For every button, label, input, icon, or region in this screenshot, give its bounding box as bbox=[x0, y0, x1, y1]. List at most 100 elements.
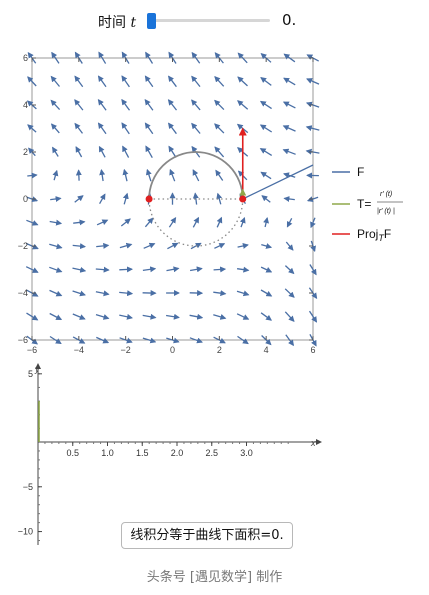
field-arrow bbox=[217, 218, 221, 228]
field-arrow bbox=[193, 218, 198, 228]
field-arrow bbox=[101, 170, 103, 181]
field-arrow bbox=[49, 244, 61, 247]
field-arrow bbox=[285, 266, 293, 274]
legend-tangent-denominator: |r′ (t) | bbox=[377, 208, 395, 215]
y-tick-label: 6 bbox=[23, 53, 28, 63]
field-arrow bbox=[145, 76, 152, 87]
field-arrow bbox=[100, 194, 105, 203]
field-arrow bbox=[73, 291, 85, 295]
field-arrow bbox=[261, 125, 272, 132]
field-arrow bbox=[166, 316, 179, 318]
field-arrow bbox=[284, 102, 296, 108]
field-overlays bbox=[146, 129, 313, 247]
x-tick-label: 2.0 bbox=[171, 448, 184, 458]
x-tick-label: 0 bbox=[170, 345, 175, 355]
field-arrow bbox=[192, 100, 200, 110]
bottom-y-axis-label: y bbox=[34, 364, 40, 374]
field-arrow bbox=[52, 124, 60, 133]
field-arrow bbox=[119, 269, 132, 270]
y-tick-label: 5 bbox=[28, 369, 33, 379]
field-arrow bbox=[261, 245, 271, 248]
legend-label-tangent: T= bbox=[357, 197, 371, 211]
field-arrow bbox=[73, 245, 85, 246]
field-arrow bbox=[167, 268, 179, 270]
field-arrow bbox=[51, 77, 59, 87]
field-arrow bbox=[96, 245, 108, 246]
field-arrow bbox=[124, 194, 127, 205]
legend-tangent-numerator: r′ (t) bbox=[380, 191, 392, 198]
field-arrow bbox=[218, 194, 221, 205]
field-arrow bbox=[215, 124, 224, 133]
y-tick-label: −4 bbox=[18, 288, 28, 298]
x-tick-label: 0.5 bbox=[66, 448, 79, 458]
legend-label-proj: Proj bbox=[357, 227, 378, 241]
legend-item-projection: ProjTF bbox=[332, 227, 391, 243]
field-arrow bbox=[284, 198, 294, 199]
field-arrow bbox=[238, 101, 248, 109]
field-arrow bbox=[190, 315, 203, 317]
y-tick-label: −5 bbox=[23, 482, 33, 492]
legend-item-tangent: T= r′ (t) |r′ (t) | bbox=[332, 191, 403, 215]
field-arrow bbox=[169, 123, 177, 133]
field-arrow bbox=[73, 314, 85, 319]
field-arrow bbox=[190, 269, 202, 271]
field-arrow bbox=[122, 76, 129, 87]
field-arrow bbox=[143, 315, 156, 317]
bottom-x-axis-label: x bbox=[310, 438, 316, 448]
field-arrow bbox=[167, 243, 177, 248]
x-tick-label: 3.0 bbox=[240, 448, 253, 458]
field-arrow bbox=[216, 171, 223, 181]
legend-label-proj-suffix: F bbox=[384, 227, 391, 241]
field-arrow bbox=[75, 76, 83, 86]
field-arrow bbox=[122, 100, 130, 111]
field-arrow bbox=[75, 100, 83, 110]
field-arrow bbox=[119, 315, 132, 318]
field-arrow bbox=[50, 290, 62, 295]
x-tick-label: −4 bbox=[74, 345, 84, 355]
field-arrow bbox=[50, 314, 62, 320]
field-arrow bbox=[214, 244, 224, 249]
field-arrow bbox=[214, 269, 226, 270]
field-arrow bbox=[97, 220, 107, 225]
field-arrow bbox=[284, 78, 295, 85]
field-arrow bbox=[285, 289, 294, 297]
footer-credit: 头条号 [遇见数学] 制作 bbox=[0, 566, 429, 585]
x-tick-label: 2 bbox=[217, 345, 222, 355]
field-arrow bbox=[54, 171, 57, 180]
field-arrow bbox=[261, 101, 272, 108]
field-arrow bbox=[144, 244, 155, 249]
field-arrow bbox=[261, 267, 271, 272]
field-arrow bbox=[284, 126, 296, 131]
legend: F T= r′ (t) |r′ (t) | ProjTF bbox=[332, 165, 403, 243]
field-arrow bbox=[261, 290, 271, 296]
field-arrow bbox=[75, 196, 83, 202]
field-arrow bbox=[215, 77, 224, 87]
svg-text:ProjTF: ProjTF bbox=[357, 227, 391, 243]
legend-item-f: F bbox=[332, 165, 364, 179]
field-arrow bbox=[238, 77, 248, 86]
field-arrow bbox=[145, 218, 152, 227]
x-tick-label: 2.5 bbox=[205, 448, 218, 458]
x-tick-label: 6 bbox=[310, 345, 315, 355]
field-arrow bbox=[261, 172, 271, 178]
y-tick-label: −6 bbox=[18, 335, 28, 345]
current-point bbox=[239, 196, 246, 203]
field-arrow bbox=[169, 76, 177, 86]
field-arrow bbox=[193, 170, 199, 181]
field-arrow bbox=[285, 312, 294, 321]
y-tick-label: −10 bbox=[18, 527, 33, 537]
field-arrow bbox=[215, 100, 224, 109]
line-integral-note: 线积分等于曲线下面积=0. bbox=[121, 522, 293, 549]
y-tick-label: 0 bbox=[23, 194, 28, 204]
field-arrow bbox=[124, 170, 127, 181]
field-arrow bbox=[147, 170, 151, 181]
y-tick-label: −2 bbox=[18, 241, 28, 251]
field-arrow bbox=[121, 219, 130, 226]
field-arrow bbox=[73, 268, 86, 271]
field-arrow bbox=[192, 76, 200, 86]
field-arrow bbox=[169, 218, 175, 227]
field-arrow bbox=[143, 269, 155, 271]
